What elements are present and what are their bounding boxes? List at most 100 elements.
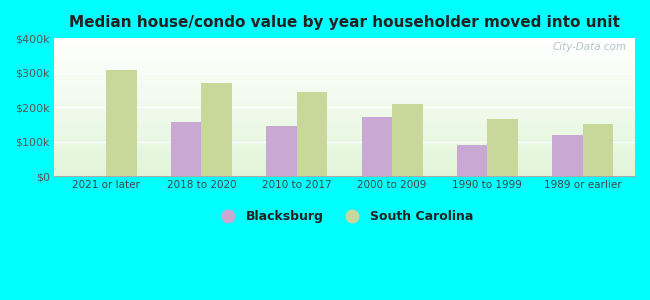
Bar <box>54 45 635 46</box>
Bar <box>54 82 635 84</box>
Bar <box>54 59 635 60</box>
Bar <box>54 138 635 139</box>
Bar <box>54 107 635 109</box>
Bar <box>54 46 635 48</box>
Bar <box>54 55 635 56</box>
Bar <box>54 118 635 120</box>
Bar <box>54 63 635 64</box>
Text: City-Data.com: City-Data.com <box>552 42 627 52</box>
Bar <box>54 147 635 148</box>
Bar <box>54 61 635 63</box>
Bar <box>54 148 635 150</box>
Bar <box>54 64 635 66</box>
Bar <box>106 70 136 176</box>
Bar <box>54 162 635 164</box>
Bar <box>54 134 635 135</box>
Bar <box>54 120 635 121</box>
Bar <box>54 171 635 172</box>
Bar <box>54 153 635 154</box>
Bar <box>54 89 635 91</box>
Bar <box>54 44 635 45</box>
Bar <box>54 169 635 171</box>
Bar <box>54 129 635 131</box>
Bar <box>457 145 488 176</box>
Bar <box>54 92 635 93</box>
Bar <box>54 172 635 173</box>
Bar <box>54 152 635 153</box>
Bar <box>54 56 635 57</box>
Bar <box>54 68 635 70</box>
Bar <box>54 96 635 98</box>
Bar <box>54 157 635 158</box>
Bar <box>54 67 635 68</box>
Bar <box>54 132 635 134</box>
Bar <box>202 83 232 176</box>
Legend: Blacksburg, South Carolina: Blacksburg, South Carolina <box>210 205 479 228</box>
Bar <box>54 40 635 41</box>
Bar <box>54 95 635 96</box>
Bar <box>54 113 635 114</box>
Bar <box>54 173 635 175</box>
Bar <box>54 50 635 52</box>
Bar <box>54 84 635 85</box>
Bar <box>54 81 635 82</box>
Bar <box>54 154 635 155</box>
Bar <box>54 60 635 62</box>
Bar <box>54 99 635 100</box>
Bar <box>392 104 422 176</box>
Bar <box>54 42 635 44</box>
Bar <box>54 70 635 71</box>
Bar <box>54 155 635 157</box>
Bar <box>54 74 635 75</box>
Bar <box>54 114 635 116</box>
Bar <box>54 160 635 161</box>
Bar <box>552 136 582 176</box>
Bar <box>54 127 635 128</box>
Bar <box>54 121 635 122</box>
Bar <box>54 146 635 147</box>
Bar <box>54 136 635 138</box>
Bar <box>54 80 635 81</box>
Bar <box>54 102 635 103</box>
Bar <box>54 164 635 165</box>
Bar <box>54 106 635 107</box>
Bar <box>54 150 635 152</box>
Bar <box>54 77 635 78</box>
Bar <box>488 119 518 176</box>
Bar <box>54 131 635 132</box>
Bar <box>54 168 635 169</box>
Bar <box>54 116 635 117</box>
Bar <box>54 88 635 89</box>
Bar <box>54 103 635 104</box>
Bar <box>266 126 297 176</box>
Bar <box>54 48 635 49</box>
Bar <box>54 175 635 176</box>
Bar <box>54 57 635 59</box>
Bar <box>54 85 635 86</box>
Bar <box>54 124 635 125</box>
Bar <box>54 41 635 42</box>
Bar <box>54 66 635 67</box>
Bar <box>54 165 635 166</box>
Bar <box>54 73 635 74</box>
Bar <box>54 104 635 106</box>
Title: Median house/condo value by year householder moved into unit: Median house/condo value by year househo… <box>69 15 620 30</box>
Bar <box>54 117 635 118</box>
Bar <box>54 86 635 88</box>
Bar <box>361 117 392 176</box>
Bar <box>54 38 635 40</box>
Bar <box>54 143 635 145</box>
Bar <box>54 161 635 162</box>
Bar <box>54 100 635 102</box>
Bar <box>54 125 635 127</box>
Bar <box>582 124 613 176</box>
Bar <box>54 109 635 110</box>
Bar <box>54 122 635 124</box>
Bar <box>54 110 635 111</box>
Bar <box>54 140 635 142</box>
Bar <box>54 78 635 80</box>
Bar <box>54 135 635 136</box>
Bar <box>54 158 635 160</box>
Bar <box>54 111 635 113</box>
Bar <box>54 142 635 143</box>
